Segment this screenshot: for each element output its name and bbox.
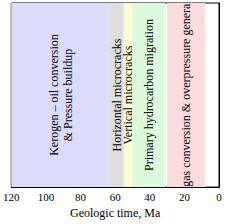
svg-text:0: 0 (216, 191, 222, 203)
svg-text:Primary hydrocarbon migration: Primary hydrocarbon migration (142, 19, 156, 171)
svg-text:80: 80 (75, 191, 87, 203)
svg-text:Vertical microcracks: Vertical microcracks (121, 45, 136, 145)
svg-text:60: 60 (110, 191, 122, 203)
svg-text:Kerogen – oil conversion: Kerogen – oil conversion (47, 34, 61, 156)
svg-text:120: 120 (3, 191, 20, 203)
svg-text:40: 40 (144, 191, 156, 203)
svg-text:& Pressure buildup: & Pressure buildup (61, 49, 75, 142)
svg-text:Oil gas conversion & overpress: Oil gas conversion & overpressure genera… (179, 0, 193, 205)
svg-text:Horizontal microcracks: Horizontal microcracks (109, 38, 124, 152)
svg-text:100: 100 (38, 191, 55, 203)
svg-text:Geologic time, Ma: Geologic time, Ma (70, 206, 161, 220)
svg-text:20: 20 (179, 191, 191, 203)
